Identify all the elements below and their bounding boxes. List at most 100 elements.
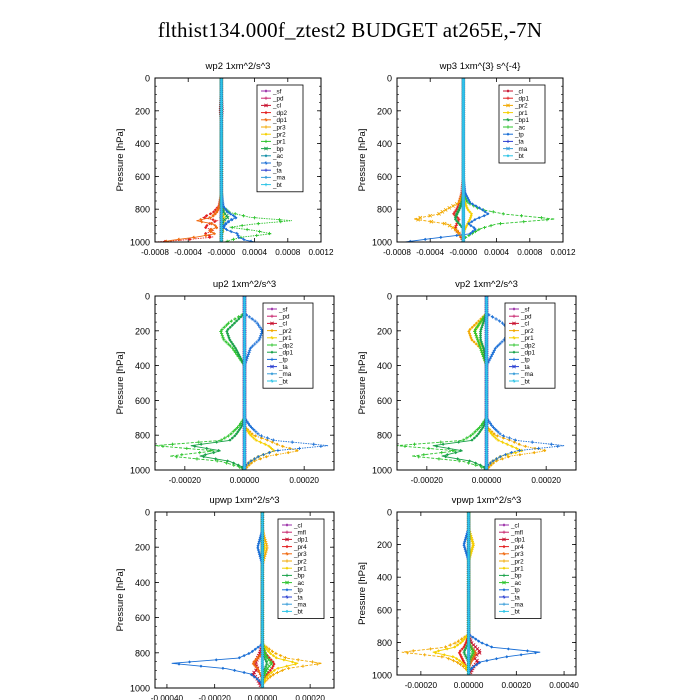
series-marker	[253, 342, 257, 346]
series-marker	[461, 204, 465, 208]
y-tick-label: 600	[377, 172, 392, 182]
series-marker	[450, 225, 455, 230]
series-marker	[208, 212, 213, 216]
series-marker	[461, 157, 465, 161]
series-marker	[517, 442, 521, 446]
x-tick-label: 0.00020	[295, 694, 325, 700]
series-marker	[454, 214, 458, 218]
series-marker	[457, 208, 461, 212]
series-marker	[486, 212, 490, 216]
series-marker	[161, 444, 165, 448]
series-marker	[225, 215, 230, 220]
series-marker	[274, 656, 278, 660]
series-marker	[220, 327, 224, 332]
series-marker	[549, 442, 553, 446]
series-marker	[249, 425, 254, 430]
series-marker	[257, 338, 261, 342]
series-marker	[489, 224, 493, 228]
series-marker	[270, 321, 274, 326]
series-marker	[465, 224, 469, 228]
series-marker	[481, 346, 486, 350]
series-marker	[230, 225, 234, 230]
series-marker	[252, 428, 256, 432]
series-marker	[208, 216, 212, 220]
series-marker	[435, 444, 439, 448]
series-marker	[461, 135, 465, 139]
x-tick-label: 0.00000	[230, 476, 260, 485]
series-marker	[217, 448, 221, 453]
series-marker	[290, 660, 295, 664]
series-marker	[467, 331, 472, 336]
series-marker	[275, 670, 280, 675]
series-marker	[283, 656, 288, 660]
series-marker	[270, 336, 274, 340]
series-marker	[479, 340, 483, 344]
series-marker	[225, 210, 230, 214]
series-marker	[214, 457, 218, 461]
series-marker	[461, 117, 465, 121]
series-marker	[202, 455, 206, 459]
series-marker	[479, 338, 483, 342]
series-marker	[461, 237, 465, 241]
series-marker	[506, 103, 510, 108]
series-marker	[461, 208, 465, 212]
series-marker	[498, 455, 502, 459]
series-marker	[439, 235, 443, 240]
legend-label: _tp	[278, 357, 288, 364]
series-marker	[473, 430, 477, 434]
series-marker	[476, 338, 480, 342]
series-marker	[253, 434, 258, 438]
series-marker	[454, 451, 458, 455]
series-marker	[228, 325, 232, 329]
series-marker	[259, 434, 264, 438]
series-marker	[461, 92, 465, 96]
x-tick-label: 0.0008	[275, 248, 300, 257]
series-marker	[203, 453, 207, 457]
series-marker	[235, 425, 240, 430]
series-marker	[271, 664, 275, 668]
series-marker	[503, 453, 507, 457]
series-marker	[461, 143, 465, 147]
series-marker	[512, 379, 516, 383]
series-marker	[264, 111, 268, 115]
series-marker	[461, 133, 465, 137]
series-marker	[461, 227, 465, 232]
legend: _sf_pd_cl_pr2_pr1_dp2_dp1_tp_ta_ma_bt	[262, 302, 314, 389]
series-marker	[230, 436, 234, 440]
series-marker	[467, 220, 471, 224]
series-marker	[272, 668, 276, 672]
series-marker	[509, 451, 513, 455]
series-marker	[532, 451, 536, 455]
series-marker	[477, 227, 481, 232]
series-marker	[240, 224, 244, 228]
series-marker	[506, 455, 510, 459]
series-marker	[496, 438, 500, 442]
series-marker	[240, 359, 244, 363]
series-marker	[461, 147, 465, 151]
series-marker	[470, 220, 474, 224]
legend-label: _cl	[514, 88, 523, 95]
legend: _sf_pd_cl_pr2_pr1_dp2_dp1_tp_ta_ma_bt	[504, 302, 556, 389]
series-marker	[461, 216, 465, 220]
legend-label: _dp1	[278, 350, 294, 357]
series-marker	[263, 677, 267, 681]
series-marker	[215, 440, 219, 444]
series-marker	[461, 218, 465, 222]
y-tick-label: 600	[377, 396, 392, 406]
series-line-ac	[462, 78, 555, 242]
series-marker	[258, 440, 263, 444]
legend-label: _tp	[520, 357, 530, 364]
series-marker	[246, 421, 250, 425]
series-marker	[270, 364, 274, 369]
series-marker	[461, 235, 465, 240]
series-marker	[476, 323, 480, 327]
series-line-dp1	[163, 78, 222, 242]
series-marker	[455, 233, 459, 238]
series-marker	[272, 662, 276, 666]
series-marker	[470, 325, 474, 329]
legend-label: _dp2	[272, 110, 288, 117]
series-marker	[271, 654, 275, 658]
series-marker	[512, 307, 516, 311]
series-marker	[472, 340, 476, 344]
